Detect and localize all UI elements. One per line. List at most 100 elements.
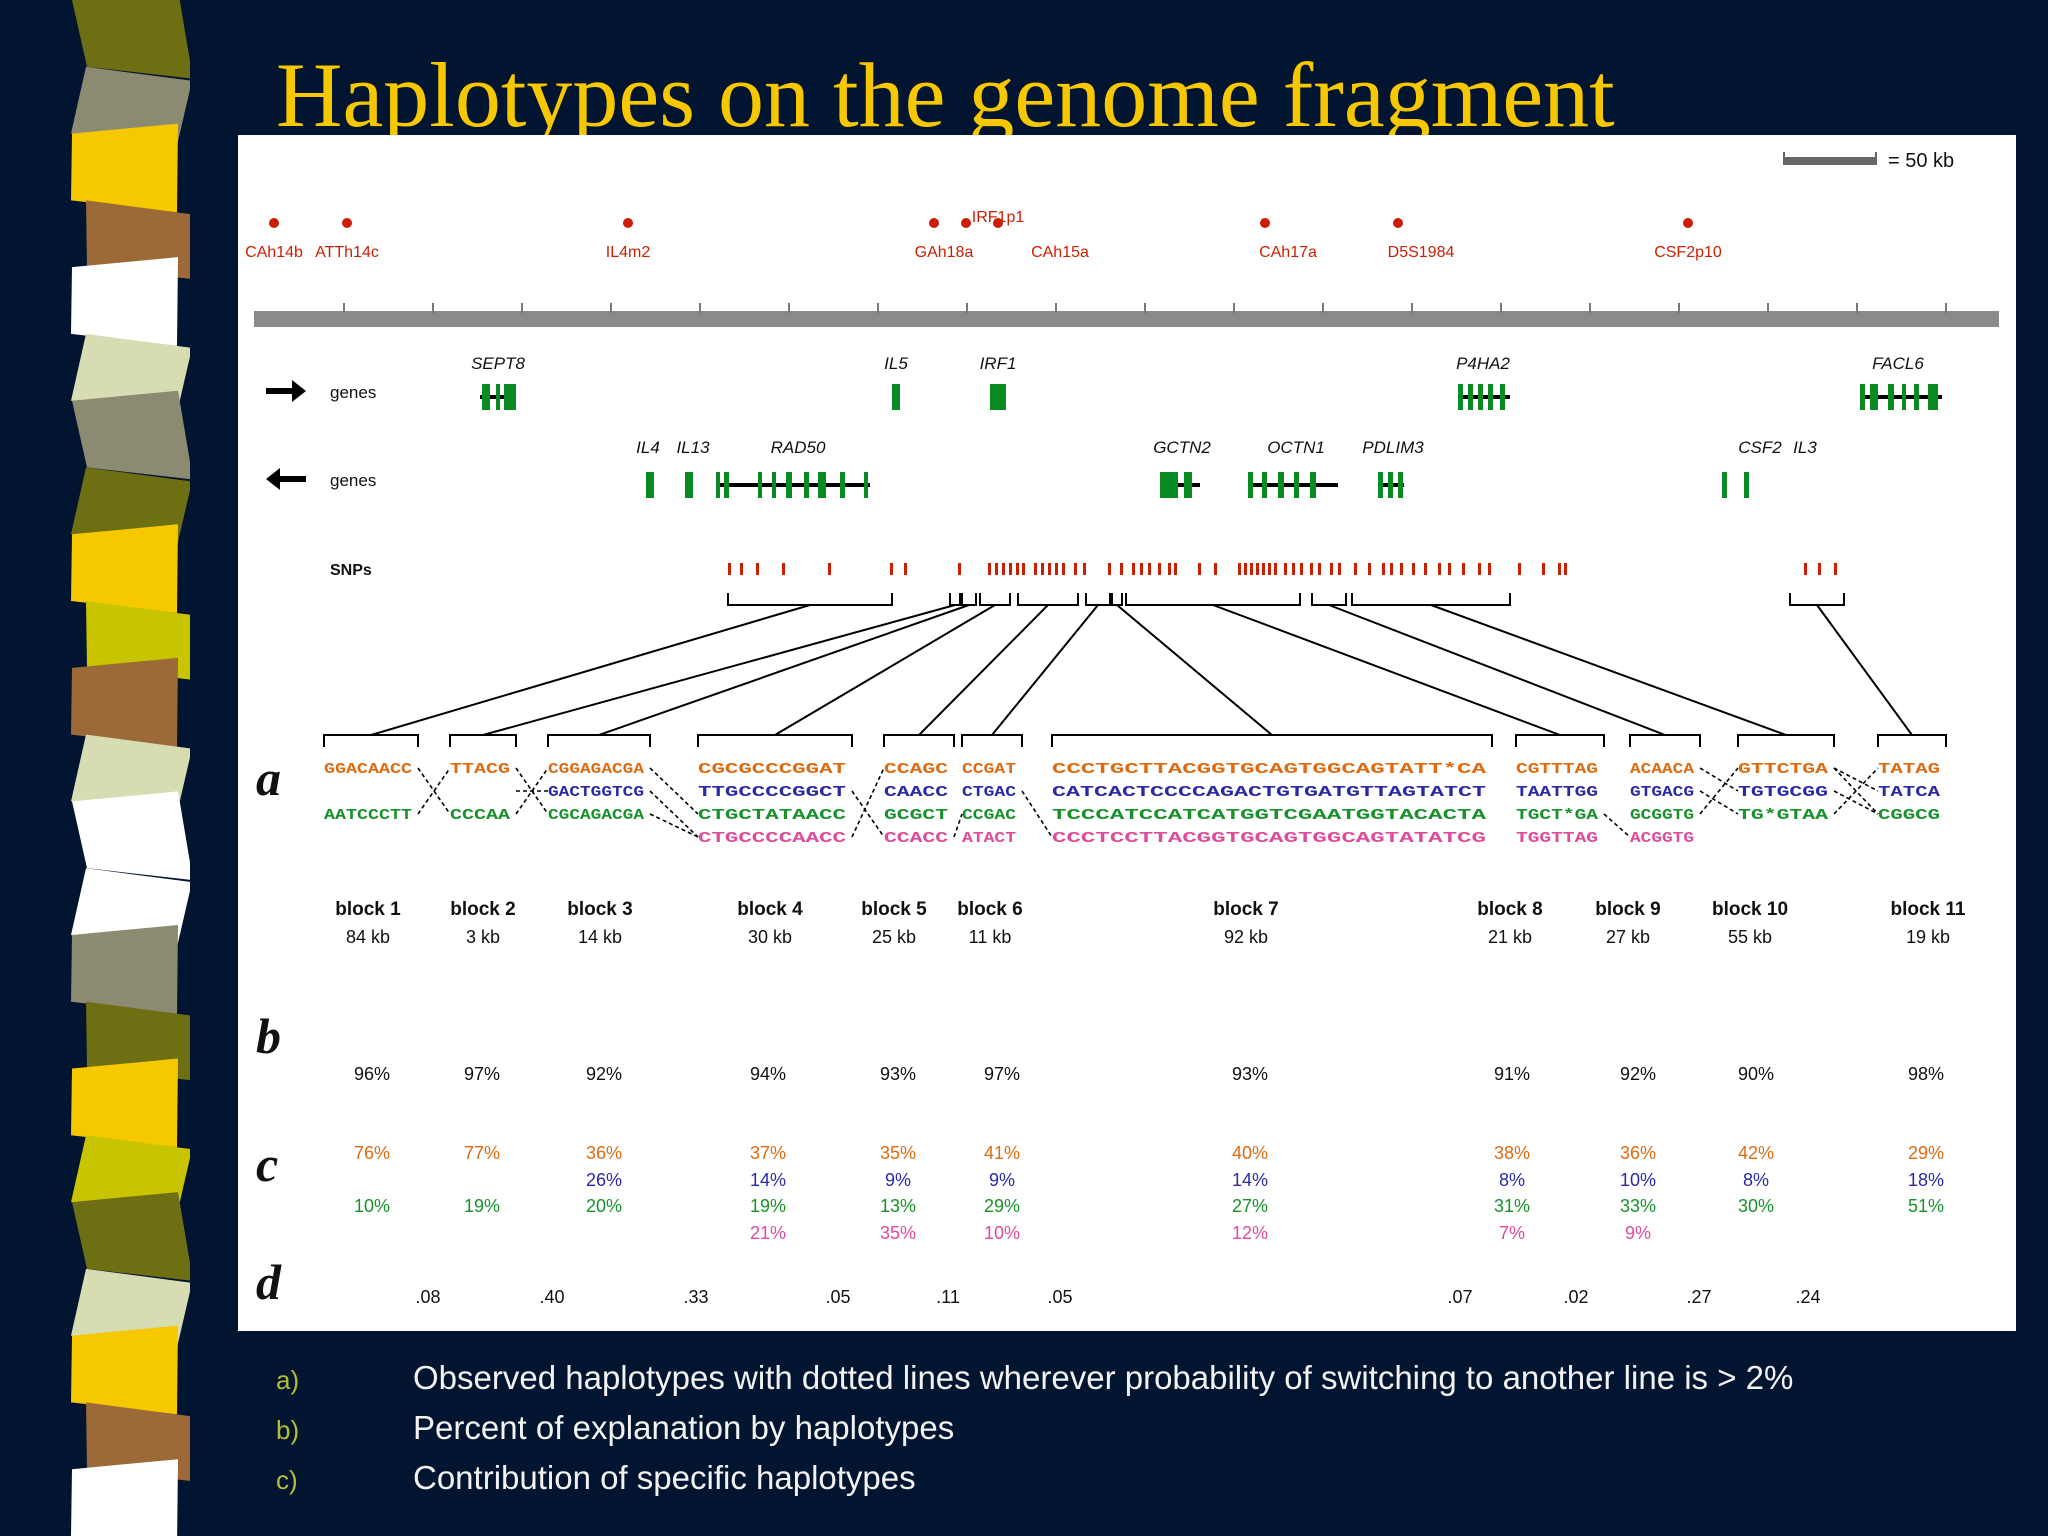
- block-bracket: [961, 593, 977, 606]
- haplotype-sequence: TGTGCGG: [1738, 784, 1828, 801]
- switching-line: [851, 767, 885, 838]
- snp-mark: [1108, 563, 1111, 575]
- snp-mark: [1462, 563, 1465, 575]
- snp-mark: [1488, 563, 1491, 575]
- haplotype-contribution: 42%: [1738, 1143, 1774, 1163]
- snp-mark: [1400, 563, 1403, 575]
- gene-exon: [864, 472, 868, 498]
- stripe-segment: [71, 924, 178, 1014]
- caption-letter: c): [276, 1465, 298, 1495]
- haplotype-contribution: 8%: [1499, 1170, 1525, 1190]
- gene-exon: [685, 472, 693, 498]
- haplotype-sequence: ATACT: [962, 830, 1016, 847]
- percent-explained: 92%: [1620, 1064, 1656, 1084]
- recombination-value: .24: [1795, 1287, 1820, 1307]
- block-connector: [370, 604, 811, 736]
- haplotype-contribution: 51%: [1908, 1196, 1944, 1216]
- snp-mark: [1390, 563, 1393, 575]
- block-name: block 8: [1477, 899, 1542, 920]
- gene-exon: [1744, 472, 1749, 498]
- haplotype-sequence: TTACG: [450, 761, 510, 778]
- snp-mark: [1132, 563, 1135, 575]
- haplotype-sequence: GCGGTG: [1630, 807, 1694, 824]
- snp-mark: [1284, 563, 1287, 575]
- snp-mark: [958, 563, 961, 575]
- snp-mark: [1256, 563, 1259, 575]
- snp-mark: [1009, 563, 1012, 575]
- haplotype-sequence: ACGGTG: [1630, 830, 1694, 847]
- block-bracket: [1877, 734, 1947, 747]
- block-size: 3 kb: [466, 927, 500, 947]
- recombination-value: .33: [683, 1287, 708, 1307]
- haplotype-contribution: 40%: [1232, 1143, 1268, 1163]
- stripe-segment: [71, 524, 178, 614]
- arrow-left-icon: [266, 468, 306, 490]
- gene-exon: [646, 472, 654, 498]
- gene-exon: [1468, 384, 1473, 410]
- haplotype-contribution: 30%: [1738, 1196, 1774, 1216]
- haplotype-contribution: 29%: [1908, 1143, 1944, 1163]
- stripe-segment: [71, 657, 178, 747]
- snp-mark: [1834, 563, 1837, 575]
- switching-line: [851, 790, 885, 838]
- gene-exon: [892, 384, 900, 410]
- switching-line: [1603, 813, 1631, 838]
- marker-dot: [1683, 218, 1693, 228]
- block-size: 11 kb: [969, 927, 1012, 947]
- gene-exon: [1458, 384, 1463, 410]
- haplotype-contribution: 37%: [750, 1143, 786, 1163]
- haplotype-contribution: 9%: [885, 1170, 911, 1190]
- percent-explained: 97%: [984, 1064, 1020, 1084]
- block-name: block 1: [335, 899, 401, 920]
- recombination-value: .11: [936, 1287, 960, 1307]
- snp-mark: [756, 563, 759, 575]
- switching-line: [417, 767, 451, 815]
- snp-mark: [1168, 563, 1171, 575]
- snp-mark: [1055, 563, 1058, 575]
- block-connector: [1430, 604, 1787, 736]
- gene-label-forward: FACL6: [1872, 354, 1924, 373]
- block-bracket: [1111, 593, 1123, 606]
- gene-exon: [724, 472, 729, 498]
- scale-label: = 50 kb: [1888, 150, 1954, 172]
- recombination-value: .02: [1563, 1287, 1588, 1307]
- haplotype-contribution: 27%: [1232, 1196, 1268, 1216]
- gene-exon: [1248, 472, 1253, 498]
- snp-mark: [1120, 563, 1123, 575]
- switching-line: [1699, 790, 1739, 815]
- marker-label: CAh17a: [1259, 244, 1317, 261]
- block-bracket: [1629, 734, 1701, 747]
- snp-mark: [1438, 563, 1441, 575]
- gene-exon: [818, 472, 826, 498]
- percent-explained: 92%: [586, 1064, 622, 1084]
- block-connector: [918, 604, 1049, 736]
- snp-mark: [1016, 563, 1019, 575]
- gene-label-forward: P4HA2: [1456, 354, 1510, 373]
- snp-mark: [1318, 563, 1321, 575]
- block-connector: [598, 604, 970, 736]
- block-bracket: [1737, 734, 1835, 747]
- block-name: block 7: [1213, 899, 1278, 920]
- haplotype-sequence: CATCACTCCCCAGACTGTGATGTTAGTATCT: [1052, 784, 1486, 801]
- panel-letter: c: [256, 1136, 278, 1192]
- block-name: block 6: [957, 899, 1022, 920]
- haplotype-contribution: 31%: [1494, 1196, 1530, 1216]
- gene-rad50: [716, 472, 870, 498]
- block-bracket: [449, 734, 517, 747]
- block-name: block 11: [1891, 899, 1966, 920]
- marker-dot: [993, 218, 1003, 228]
- caption-letter: b): [276, 1415, 300, 1445]
- stripe-segment: [72, 0, 193, 79]
- block-bracket: [697, 734, 853, 747]
- snp-mark: [1354, 563, 1357, 575]
- snp-mark: [1002, 563, 1005, 575]
- gene-label-reverse: IL3: [1793, 438, 1817, 457]
- block-size: 21 kb: [1488, 927, 1532, 947]
- haplotype-sequence: CTGCTATAACC: [698, 807, 846, 824]
- haplotype-sequence: GACTGGTCG: [548, 784, 644, 801]
- gene-il13: [685, 472, 693, 498]
- haplotype-sequence: CCGAT: [962, 761, 1016, 778]
- haplotype-sequence: CTGCCCCAACC: [698, 830, 846, 847]
- haplotype-contribution: 36%: [1620, 1143, 1656, 1163]
- snp-mark: [782, 563, 785, 575]
